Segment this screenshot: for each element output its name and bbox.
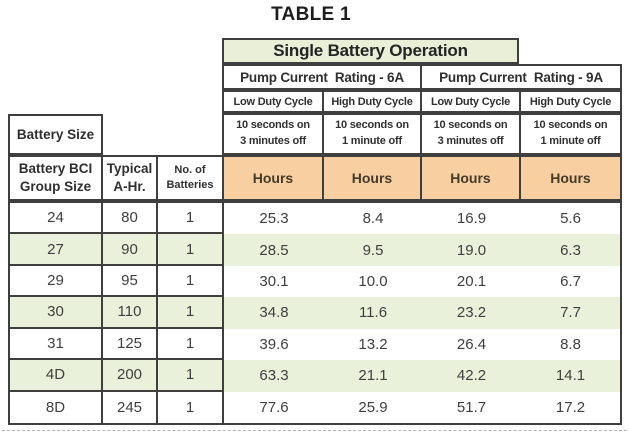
duty-cycle-header-9a-high: High Duty Cycle — [529, 95, 612, 108]
page-divider — [2, 430, 627, 431]
pump-rating-6a-header: Pump Current Rating - 6A — [224, 66, 422, 88]
header-line: Typical — [106, 161, 153, 177]
hours-cell: 10.0 — [358, 273, 388, 291]
table-row: 31 125 1 39.6 13.2 26.4 8.8 — [10, 328, 620, 361]
timing-line: 10 seconds on — [236, 119, 310, 132]
hours-cell: 34.8 — [259, 304, 289, 322]
hours-header-6a-high: Hours — [324, 157, 422, 199]
hours-cell: 23.2 — [456, 304, 487, 322]
hours-cell: 51.7 — [456, 398, 487, 416]
hours-cell: 19.0 — [456, 241, 487, 259]
timing-line: 1 minute off — [342, 135, 402, 147]
hours-cell: 20.1 — [456, 273, 487, 291]
duty-timing-row: 10 seconds on 3 minutes off 10 seconds o… — [222, 113, 622, 155]
bci-group-cell: 27 — [10, 234, 103, 266]
timing-line: 3 minutes off — [240, 135, 306, 147]
table-row: 8D 245 1 77.6 25.9 51.7 17.2 — [10, 391, 620, 423]
single-battery-operation-header: Single Battery Operation — [222, 38, 519, 64]
ahr-cell: 200 — [103, 360, 158, 392]
bci-group-cell: 29 — [10, 265, 103, 298]
bci-group-cell: 4D — [10, 360, 103, 392]
table-row: 27 90 1 28.5 9.5 19.0 6.3 — [10, 234, 620, 266]
ahr-cell: 80 — [103, 203, 158, 235]
duty-cycle-header-9a-low: Low Duty Cycle — [422, 92, 521, 111]
timing-line: 10 seconds on — [335, 119, 409, 132]
bci-group-cell: 30 — [10, 297, 103, 329]
batteries-cell: 1 — [158, 234, 224, 266]
hours-cell: 39.6 — [259, 335, 289, 353]
batteries-cell: 1 — [158, 297, 224, 329]
typical-ahr-header: Typical A-Hr. — [103, 157, 158, 199]
ahr-cell: 125 — [103, 328, 158, 361]
timing-9a-low: 10 seconds on 3 minutes off — [422, 115, 521, 153]
header-line: No. of — [174, 164, 206, 177]
hours-cell: 25.3 — [259, 210, 289, 228]
battery-size-header: Battery Size — [8, 114, 103, 155]
timing-line: 10 seconds on — [533, 119, 608, 132]
timing-6a-high: 10 seconds on 1 minute off — [324, 115, 422, 153]
table-row: 30 110 1 34.8 11.6 23.2 7.7 — [10, 297, 620, 329]
header-line: Batteries — [166, 179, 214, 191]
hours-cell: 21.1 — [358, 367, 388, 385]
hours-cell: 14.1 — [555, 367, 586, 385]
batteries-cell: 1 — [158, 265, 224, 298]
header-line: Battery BCI — [18, 161, 93, 177]
hours-cell: 77.6 — [259, 398, 289, 416]
bci-group-cell: 24 — [10, 203, 103, 235]
hours-cell: 25.9 — [358, 398, 388, 416]
pump-rating-row: Pump Current Rating - 6A Pump Current Ra… — [222, 64, 622, 90]
hours-cell: 16.9 — [456, 210, 487, 228]
no-of-batteries-header: No. of Batteries — [158, 157, 224, 199]
hours-cell: 5.6 — [560, 210, 581, 228]
data-table: 24 80 1 25.3 8.4 16.9 5.6 27 90 1 28.5 9… — [8, 201, 622, 425]
timing-line: 10 seconds on — [433, 119, 508, 132]
hours-cell: 8.8 — [560, 335, 581, 353]
ahr-cell: 90 — [103, 234, 158, 266]
batteries-cell: 1 — [158, 360, 224, 392]
batteries-cell: 1 — [158, 328, 224, 361]
hours-header-6a-low: Hours — [224, 157, 324, 199]
timing-9a-high: 10 seconds on 1 minute off — [521, 115, 620, 153]
timing-line: 3 minutes off — [437, 135, 504, 147]
batteries-cell: 1 — [158, 203, 224, 235]
hours-cell: 26.4 — [456, 335, 487, 353]
batteries-cell: 1 — [158, 391, 224, 423]
hours-cell: 17.2 — [555, 398, 586, 416]
hours-cell: 6.7 — [560, 273, 581, 291]
column-header-row: Battery BCI Group Size Typical A-Hr. No.… — [8, 155, 622, 201]
hours-header-9a-low: Hours — [422, 157, 521, 199]
hours-cell: 8.4 — [362, 210, 384, 228]
duty-cycle-row: Low Duty Cycle High Duty Cycle Low Duty … — [222, 90, 622, 113]
bci-group-size-header: Battery BCI Group Size — [10, 157, 103, 199]
pump-rating-9a-header: Pump Current Rating - 9A — [439, 69, 603, 85]
hours-cell: 30.1 — [259, 273, 289, 291]
duty-cycle-header-6a-high: High Duty Cycle — [324, 92, 422, 111]
header-line: Group Size — [19, 179, 92, 194]
bci-group-cell: 31 — [10, 328, 103, 361]
table-row: 24 80 1 25.3 8.4 16.9 5.6 — [10, 203, 620, 235]
hours-cell: 11.6 — [358, 304, 388, 322]
ahr-cell: 95 — [103, 265, 158, 298]
hours-cell: 42.2 — [456, 367, 487, 385]
header-line: A-Hr. — [113, 179, 146, 194]
table-row: 29 95 1 30.1 10.0 20.1 6.7 — [10, 265, 620, 298]
ahr-cell: 110 — [103, 297, 158, 329]
duty-cycle-header-6a-low: Low Duty Cycle — [224, 92, 324, 111]
hours-cell: 6.3 — [560, 241, 581, 259]
page-title: TABLE 1 — [271, 4, 351, 25]
timing-line: 1 minute off — [540, 135, 601, 147]
table-row: 4D 200 1 63.3 21.1 42.2 14.1 — [10, 360, 620, 392]
hours-header-9a-high: Hours — [521, 157, 620, 199]
hours-cell: 13.2 — [358, 335, 388, 353]
hours-cell: 7.7 — [560, 304, 581, 322]
hours-cell: 28.5 — [259, 241, 289, 259]
bci-group-cell: 8D — [10, 391, 103, 423]
hours-cell: 63.3 — [259, 367, 289, 385]
timing-6a-low: 10 seconds on 3 minutes off — [224, 115, 324, 153]
ahr-cell: 245 — [103, 391, 158, 423]
hours-cell: 9.5 — [362, 241, 384, 259]
